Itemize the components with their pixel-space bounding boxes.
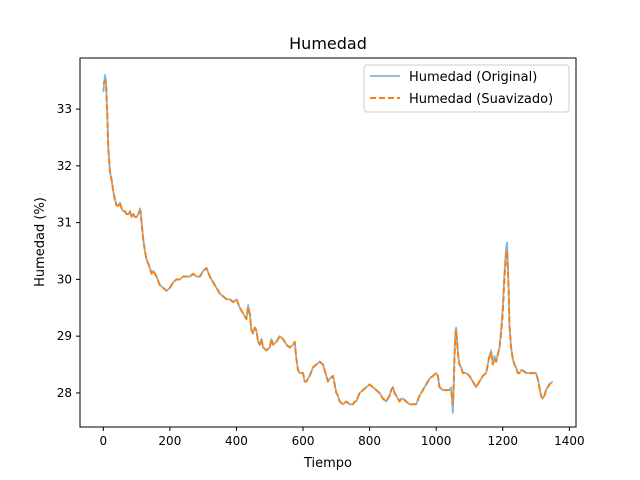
legend-label-smoothed: Humedad (Suavizado) [409,92,553,107]
legend: Humedad (Original) Humedad (Suavizado) [363,64,570,113]
plot-frame [79,57,577,428]
plot-area: 0 200 400 600 800 1000 1200 1400 28 29 30 31 32 33 [57,57,585,448]
x-tick-label: 1000 [421,434,452,448]
series-layer [102,74,554,414]
x-tick-label: 800 [358,434,381,448]
series-line-original [102,74,554,414]
x-tick-label: 1200 [487,434,518,448]
x-axis-label: Tiempo [303,456,352,471]
y-tick-label: 30 [57,272,72,286]
x-tick-label: 600 [292,434,315,448]
legend-box [363,64,570,113]
legend-label-original: Humedad (Original) [409,70,537,85]
x-tick-label: 1400 [554,434,585,448]
y-axis-ticks: 28 29 30 31 32 33 [57,102,80,400]
y-tick-label: 33 [57,102,72,116]
x-axis-ticks: 0 200 400 600 800 1000 1200 1400 [99,427,585,448]
y-tick-label: 31 [57,216,72,230]
x-tick-label: 0 [99,434,107,448]
x-tick-label: 400 [225,434,248,448]
x-tick-label: 200 [158,434,181,448]
y-tick-label: 29 [57,329,72,343]
y-tick-label: 32 [57,159,72,173]
y-axis-label: Humedad (%) [33,197,48,287]
series-line-smoothed [102,79,554,406]
y-tick-label: 28 [57,386,72,400]
chart-title: Humedad [289,34,367,53]
